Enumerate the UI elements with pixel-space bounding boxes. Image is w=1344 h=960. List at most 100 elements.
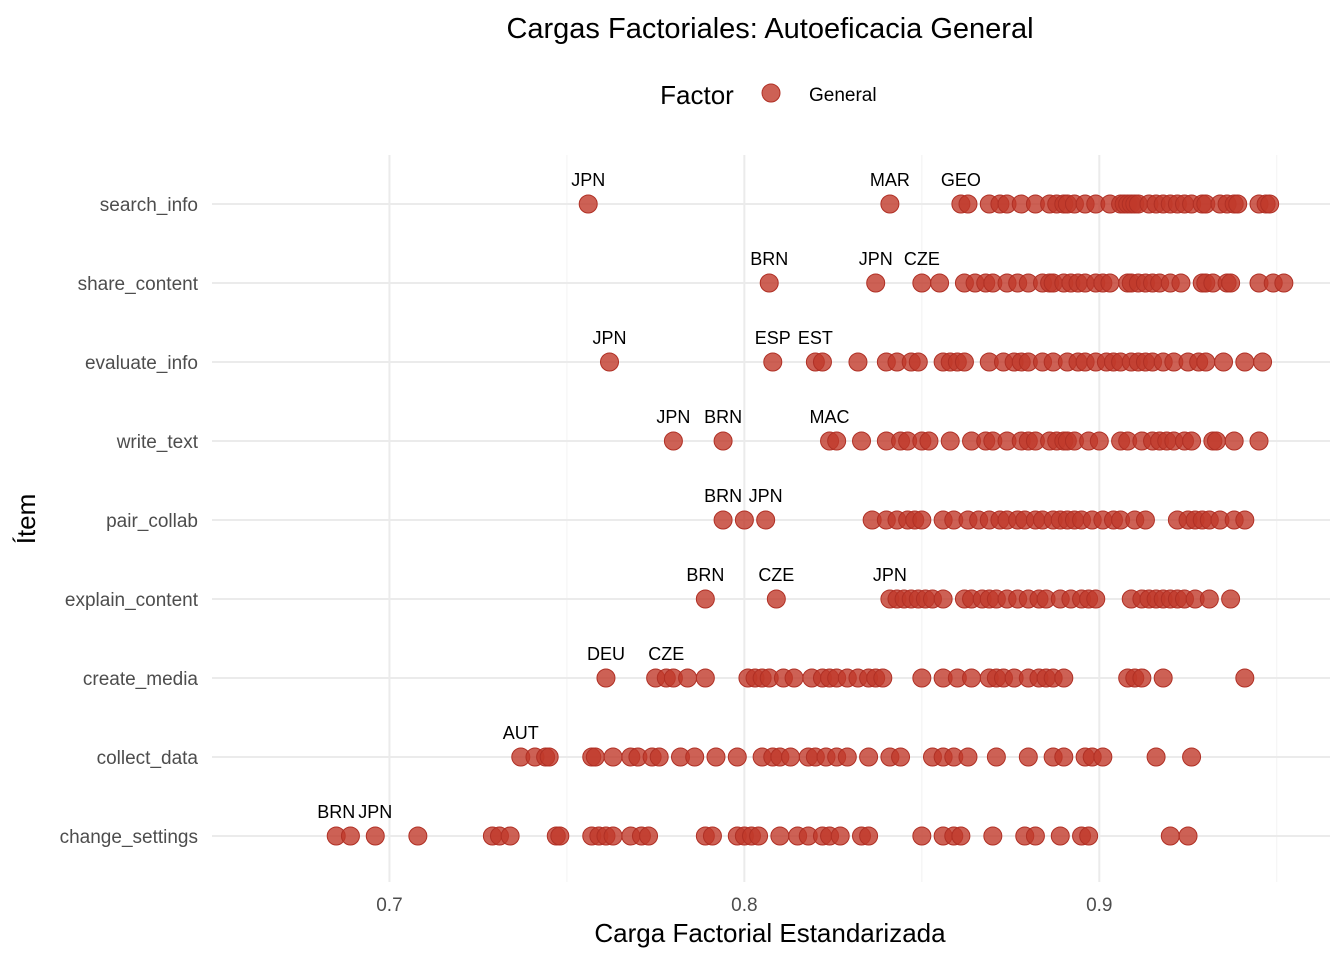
x-tick-label: 0.8 — [731, 895, 757, 916]
point-change-settings — [1025, 826, 1045, 846]
point-change-settings — [912, 826, 932, 846]
point-collect-data — [585, 747, 605, 767]
point-search-info — [958, 194, 978, 214]
point-collect-data — [1146, 747, 1166, 767]
y-tick-explain-content: explain_content — [65, 590, 199, 611]
point-collect-data — [1018, 747, 1038, 767]
point-pair-collab — [1235, 510, 1255, 530]
annotation-mar: MAR — [870, 170, 910, 190]
annotation-est: EST — [798, 328, 833, 348]
annotation-deu: DEU — [587, 644, 625, 664]
y-tick-create-media: create_media — [83, 669, 199, 690]
point-write-text — [940, 431, 960, 451]
point-write-text — [1206, 431, 1226, 451]
point-search-info — [578, 194, 598, 214]
point-create-media — [1132, 668, 1152, 688]
point-evaluate-info — [1235, 352, 1255, 372]
annotation-cze: CZE — [648, 644, 684, 664]
point-collect-data — [859, 747, 879, 767]
point-change-settings — [951, 826, 971, 846]
y-axis-tick-labels: search_info share_content evaluate_infowri… — [60, 195, 199, 848]
point-evaluate-info — [812, 352, 832, 372]
annotation-jpn: JPN — [571, 170, 605, 190]
y-axis-title: Ítem — [11, 494, 41, 545]
point-explain-content — [933, 589, 953, 609]
point-write-text — [713, 431, 733, 451]
point-evaluate-info — [600, 352, 620, 372]
y-tick-search-info: search_info — [100, 195, 198, 216]
annotation-brn: BRN — [750, 249, 788, 269]
point-create-media — [962, 668, 982, 688]
annotation-geo: GEO — [941, 170, 981, 190]
point-write-text — [663, 431, 683, 451]
point-share-content — [1274, 273, 1294, 293]
point-create-media — [1153, 668, 1173, 688]
data-points — [326, 194, 1294, 846]
annotation-brn: BRN — [317, 802, 355, 822]
chart-title: Cargas Factoriales: Autoeficacia General — [506, 13, 1033, 45]
annotation-jpn: JPN — [593, 328, 627, 348]
point-share-content — [1221, 273, 1241, 293]
legend-label-general: General — [809, 85, 877, 106]
legend: Factor General — [660, 80, 876, 110]
annotation-jpn: JPN — [656, 407, 690, 427]
point-collect-data — [685, 747, 705, 767]
point-evaluate-info — [763, 352, 783, 372]
point-collect-data — [706, 747, 726, 767]
point-explain-content — [695, 589, 715, 609]
y-tick-pair-collab: pair_collab — [106, 511, 198, 532]
point-change-settings — [550, 826, 570, 846]
point-change-settings — [830, 826, 850, 846]
point-change-settings — [1178, 826, 1198, 846]
point-share-content — [930, 273, 950, 293]
point-collect-data — [1054, 747, 1074, 767]
point-write-text — [1224, 431, 1244, 451]
point-explain-content — [1199, 589, 1219, 609]
point-create-media — [596, 668, 616, 688]
point-change-settings — [500, 826, 520, 846]
point-search-info — [880, 194, 900, 214]
point-change-settings — [983, 826, 1003, 846]
point-collect-data — [1093, 747, 1113, 767]
point-share-content — [1171, 273, 1191, 293]
point-pair-collab — [1135, 510, 1155, 530]
point-write-text — [1089, 431, 1109, 451]
point-change-settings — [365, 826, 385, 846]
point-collect-data — [1182, 747, 1202, 767]
point-search-info — [1228, 194, 1248, 214]
point-evaluate-info — [954, 352, 974, 372]
annotation-jpn: JPN — [749, 486, 783, 506]
annotation-esp: ESP — [755, 328, 791, 348]
point-create-media — [784, 668, 804, 688]
point-share-content — [1100, 273, 1120, 293]
point-collect-data — [958, 747, 978, 767]
point-share-content — [759, 273, 779, 293]
point-collect-data — [539, 747, 559, 767]
point-write-text — [827, 431, 847, 451]
point-explain-content — [766, 589, 786, 609]
point-pair-collab — [713, 510, 733, 530]
point-collect-data — [986, 747, 1006, 767]
point-evaluate-info — [1196, 352, 1216, 372]
point-evaluate-info — [1253, 352, 1273, 372]
point-create-media — [695, 668, 715, 688]
point-pair-collab — [734, 510, 754, 530]
annotation-jpn: JPN — [358, 802, 392, 822]
point-pair-collab — [756, 510, 776, 530]
point-evaluate-info — [848, 352, 868, 372]
annotation-jpn: JPN — [873, 565, 907, 585]
point-share-content — [866, 273, 886, 293]
point-change-settings — [408, 826, 428, 846]
point-write-text — [1182, 431, 1202, 451]
point-change-settings — [749, 826, 769, 846]
point-explain-content — [1086, 589, 1106, 609]
point-write-text — [919, 431, 939, 451]
annotation-jpn: JPN — [859, 249, 893, 269]
point-create-media — [1054, 668, 1074, 688]
point-create-media — [912, 668, 932, 688]
point-collect-data — [837, 747, 857, 767]
x-tick-label: 0.9 — [1086, 895, 1112, 916]
point-change-settings — [639, 826, 659, 846]
point-change-settings — [1160, 826, 1180, 846]
